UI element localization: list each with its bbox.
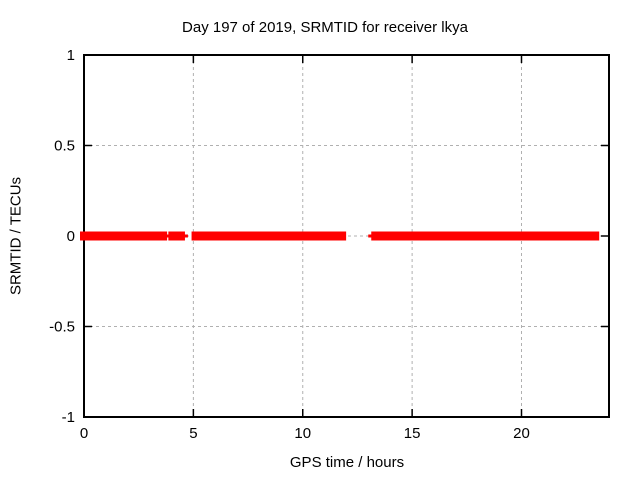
- x-tick-label: 0: [80, 425, 88, 442]
- data-segment: [168, 231, 185, 241]
- data-segment: [328, 231, 347, 241]
- data-segment: [200, 231, 313, 241]
- chart-title: Day 197 of 2019, SRMTID for receiver lky…: [182, 19, 468, 36]
- y-tick-label: -1: [62, 409, 75, 426]
- x-tick-label: 20: [513, 425, 530, 442]
- x-axis-label: GPS time / hours: [289, 454, 405, 471]
- data-segment: [191, 231, 205, 241]
- y-tick-label: 0: [67, 228, 75, 245]
- data-point-plus: [181, 231, 185, 241]
- data-segment: [543, 231, 600, 241]
- x-tick-label: 15: [404, 425, 421, 442]
- y-tick-label: 1: [67, 47, 75, 64]
- x-tick-label: 5: [189, 425, 197, 442]
- data-segment: [307, 231, 331, 241]
- data-segment: [80, 231, 166, 241]
- y-tick-label: 0.5: [54, 138, 75, 155]
- x-tick-label: 10: [294, 425, 311, 442]
- data-segment: [372, 231, 537, 241]
- data-segment: [534, 231, 548, 241]
- y-tick-label: -0.5: [49, 319, 75, 336]
